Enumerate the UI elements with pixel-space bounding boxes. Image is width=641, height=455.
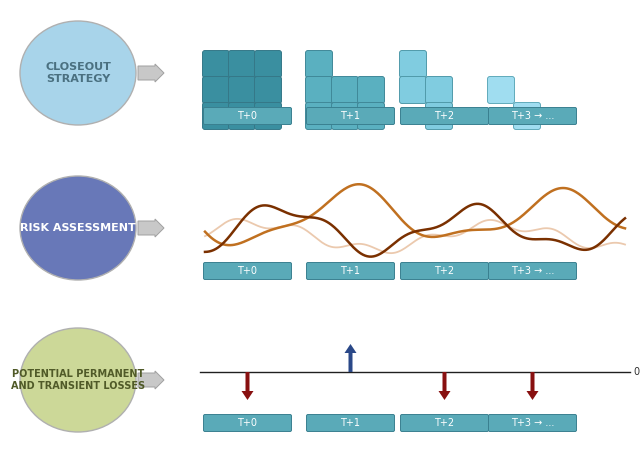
FancyBboxPatch shape [203, 76, 229, 103]
Text: T+0: T+0 [238, 266, 258, 276]
FancyBboxPatch shape [401, 415, 488, 431]
FancyArrow shape [344, 344, 356, 372]
FancyBboxPatch shape [488, 415, 576, 431]
Text: T+0: T+0 [238, 111, 258, 121]
FancyBboxPatch shape [306, 76, 333, 103]
Text: T+1: T+1 [340, 111, 360, 121]
Text: T+2: T+2 [435, 266, 454, 276]
FancyBboxPatch shape [426, 102, 453, 130]
FancyBboxPatch shape [401, 263, 488, 279]
FancyBboxPatch shape [358, 102, 385, 130]
FancyBboxPatch shape [488, 263, 576, 279]
FancyBboxPatch shape [228, 76, 256, 103]
FancyArrow shape [438, 372, 451, 400]
FancyArrow shape [138, 64, 164, 82]
FancyBboxPatch shape [488, 76, 515, 103]
Text: T+0: T+0 [238, 418, 258, 428]
FancyBboxPatch shape [203, 107, 292, 125]
FancyBboxPatch shape [228, 102, 256, 130]
FancyBboxPatch shape [203, 415, 292, 431]
Text: T+2: T+2 [435, 418, 454, 428]
FancyBboxPatch shape [399, 76, 426, 103]
FancyBboxPatch shape [203, 263, 292, 279]
Text: POTENTIAL PERMANENT
AND TRANSIENT LOSSES: POTENTIAL PERMANENT AND TRANSIENT LOSSES [11, 369, 145, 391]
FancyBboxPatch shape [331, 76, 358, 103]
FancyArrow shape [526, 372, 538, 400]
FancyBboxPatch shape [306, 51, 333, 77]
FancyArrow shape [138, 219, 164, 237]
Text: RISK ASSESSMENT: RISK ASSESSMENT [20, 223, 136, 233]
FancyBboxPatch shape [203, 51, 229, 77]
Ellipse shape [20, 176, 136, 280]
Text: T+1: T+1 [340, 418, 360, 428]
Text: T+3 → ...: T+3 → ... [511, 111, 554, 121]
FancyBboxPatch shape [306, 102, 333, 130]
FancyBboxPatch shape [254, 51, 281, 77]
Ellipse shape [20, 21, 136, 125]
FancyBboxPatch shape [488, 107, 576, 125]
Ellipse shape [20, 328, 136, 432]
FancyArrow shape [242, 372, 253, 400]
FancyArrow shape [138, 371, 164, 389]
FancyBboxPatch shape [306, 107, 394, 125]
Text: 0: 0 [633, 367, 639, 377]
FancyBboxPatch shape [306, 263, 394, 279]
FancyBboxPatch shape [358, 76, 385, 103]
FancyBboxPatch shape [306, 415, 394, 431]
Text: T+3 → ...: T+3 → ... [511, 418, 554, 428]
FancyBboxPatch shape [426, 76, 453, 103]
FancyBboxPatch shape [331, 102, 358, 130]
Text: T+1: T+1 [340, 266, 360, 276]
FancyBboxPatch shape [401, 107, 488, 125]
Text: T+3 → ...: T+3 → ... [511, 266, 554, 276]
Text: T+2: T+2 [435, 111, 454, 121]
FancyBboxPatch shape [203, 102, 229, 130]
FancyBboxPatch shape [513, 102, 540, 130]
FancyBboxPatch shape [228, 51, 256, 77]
FancyBboxPatch shape [254, 76, 281, 103]
Text: CLOSEOUT
STRATEGY: CLOSEOUT STRATEGY [45, 62, 111, 84]
FancyBboxPatch shape [399, 51, 426, 77]
FancyBboxPatch shape [254, 102, 281, 130]
